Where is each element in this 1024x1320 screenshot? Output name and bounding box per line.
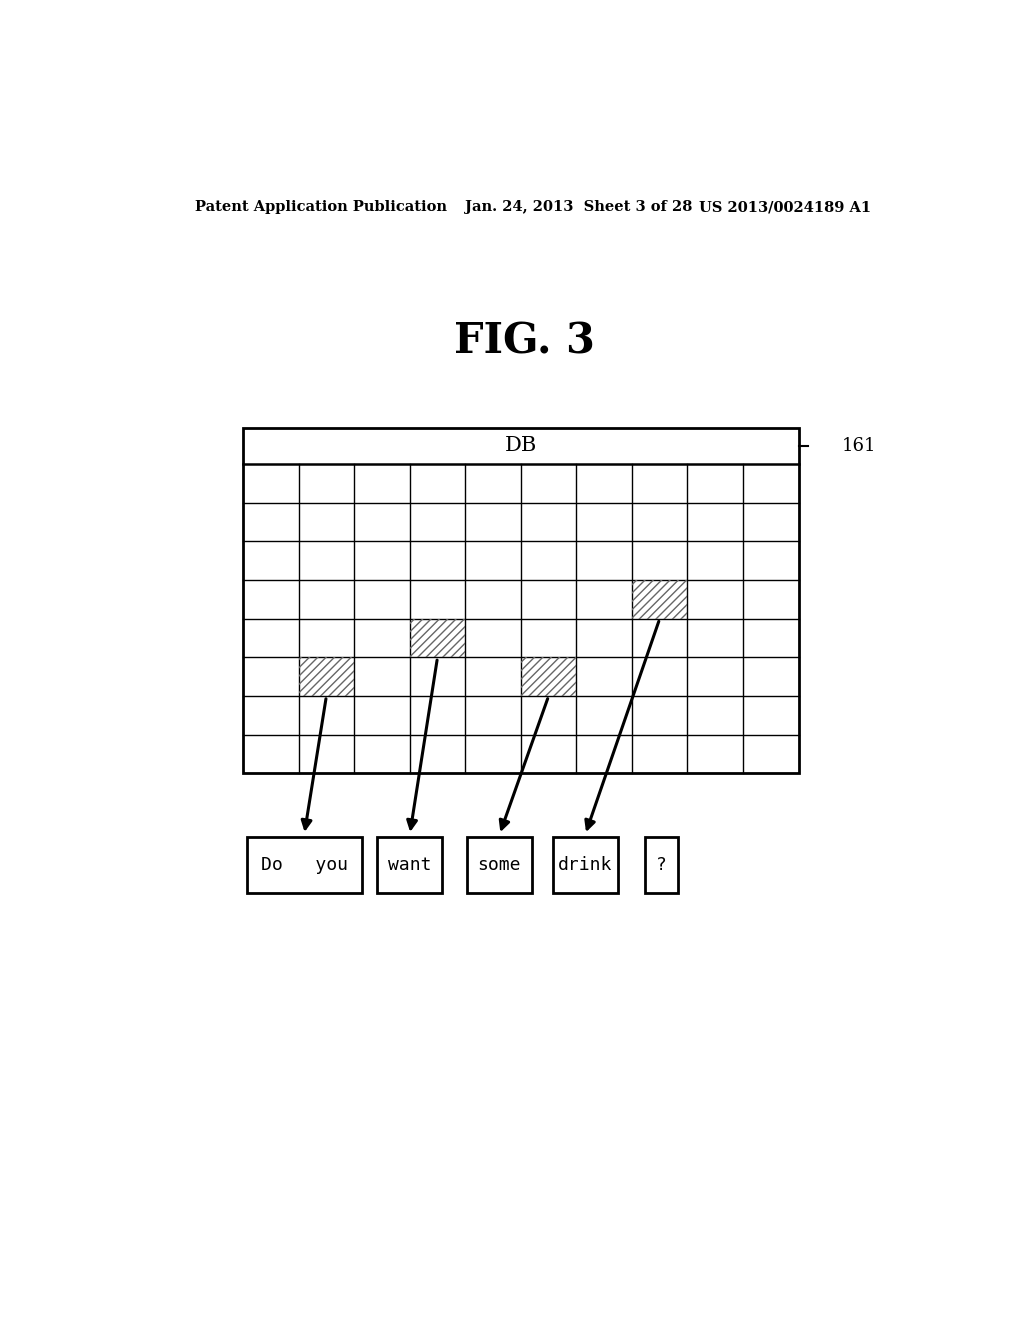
Text: Do   you: Do you: [261, 855, 348, 874]
Bar: [377, 837, 442, 892]
Text: some: some: [477, 855, 521, 874]
Bar: [553, 837, 617, 892]
Text: want: want: [388, 855, 431, 874]
Bar: [247, 837, 361, 892]
Bar: [243, 428, 799, 774]
Text: ?: ?: [655, 855, 667, 874]
Text: DB: DB: [505, 437, 537, 455]
Bar: [645, 837, 678, 892]
Text: drink: drink: [558, 855, 612, 874]
Bar: [467, 837, 531, 892]
Bar: [410, 619, 465, 657]
Bar: [521, 657, 577, 696]
Text: Patent Application Publication: Patent Application Publication: [196, 201, 447, 214]
Text: US 2013/0024189 A1: US 2013/0024189 A1: [699, 201, 871, 214]
Text: FIG. 3: FIG. 3: [455, 321, 595, 363]
Bar: [299, 657, 354, 696]
Text: Jan. 24, 2013  Sheet 3 of 28: Jan. 24, 2013 Sheet 3 of 28: [465, 201, 692, 214]
Bar: [632, 579, 687, 619]
Text: 161: 161: [842, 437, 877, 455]
